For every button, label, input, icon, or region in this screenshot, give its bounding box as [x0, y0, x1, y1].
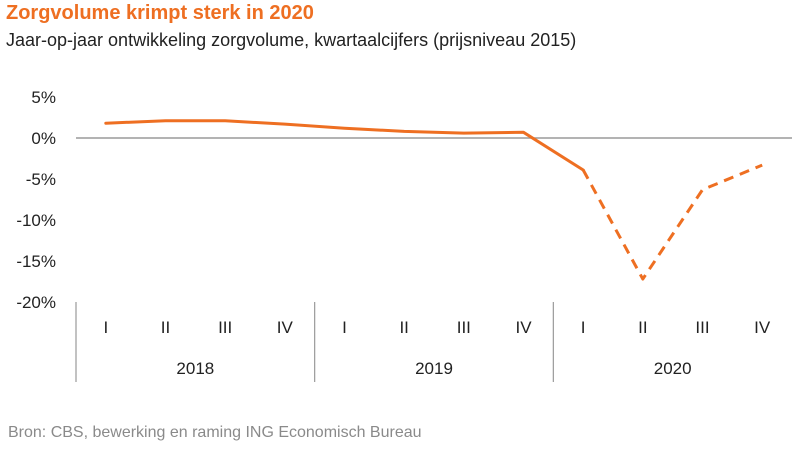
y-tick-label: 5%: [31, 88, 56, 107]
y-axis: 5% 0% -5% -10% -15% -20%: [16, 88, 56, 312]
x-group-label: 2018: [176, 359, 214, 378]
chart-title: Zorgvolume krimpt sterk in 2020: [6, 2, 314, 24]
x-tick-label: II: [638, 318, 647, 337]
x-tick-label: II: [161, 318, 170, 337]
series-line-actual: [104, 119, 585, 172]
x-tick-label: IV: [515, 318, 532, 337]
series-group: [104, 119, 763, 281]
x-tick-label: I: [581, 318, 586, 337]
x-tick-label: III: [457, 318, 471, 337]
y-tick-label: 0%: [31, 129, 56, 148]
x-group-label: 2019: [415, 359, 453, 378]
x-group-label: 2020: [654, 359, 692, 378]
x-tick-label: III: [218, 318, 232, 337]
x-tick-label: IV: [754, 318, 771, 337]
y-tick-label: -10%: [16, 211, 56, 230]
x-tick-label: I: [342, 318, 347, 337]
y-tick-label: -15%: [16, 252, 56, 271]
x-tick-label: III: [695, 318, 709, 337]
y-tick-label: -5%: [26, 170, 56, 189]
y-tick-label: -20%: [16, 293, 56, 312]
x-tick-label: II: [399, 318, 408, 337]
source-note: Bron: CBS, bewerking en raming ING Econo…: [8, 424, 422, 441]
chart-subtitle: Jaar-op-jaar ontwikkeling zorgvolume, kw…: [6, 30, 577, 50]
x-tick-label: IV: [277, 318, 294, 337]
x-tick-label: I: [103, 318, 108, 337]
series-line-forecast: [581, 163, 763, 281]
